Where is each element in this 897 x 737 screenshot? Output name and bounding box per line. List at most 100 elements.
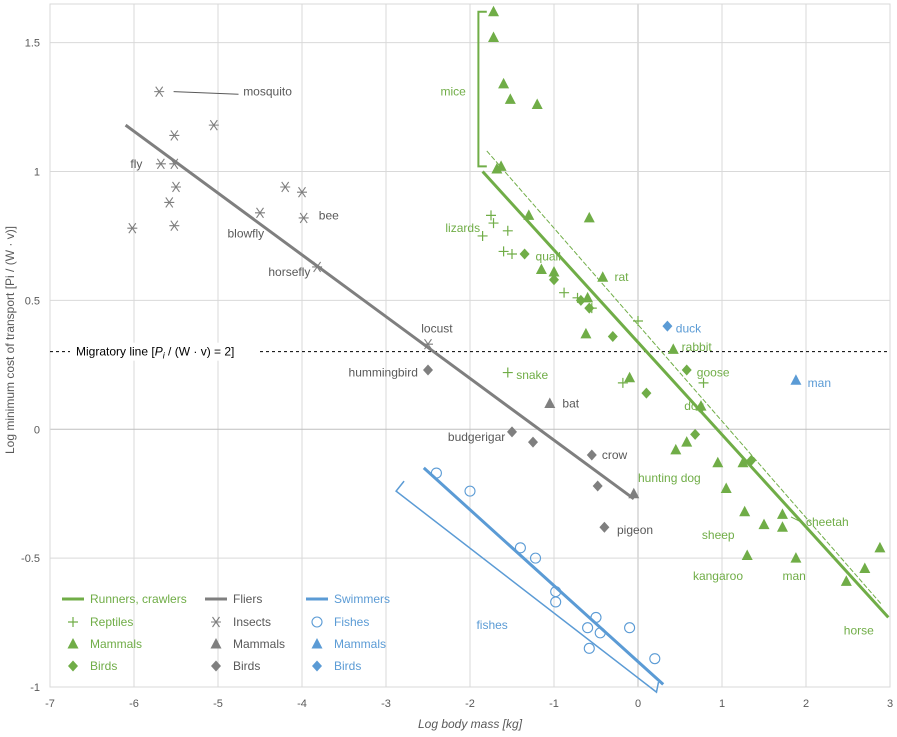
point-mammals-triangle	[597, 271, 609, 282]
annotation-bee: bee	[319, 208, 339, 222]
annotation-snake: snake	[516, 368, 548, 382]
legend-marker-diamond	[211, 660, 221, 672]
annotation-fishes: fishes	[476, 618, 507, 632]
y-tick-label: 1.5	[25, 38, 40, 50]
x-tick-label: -1	[549, 698, 559, 710]
legend-line-label: Swimmers	[334, 592, 390, 606]
fit-lines	[124, 10, 890, 694]
point-mammals-triangle	[790, 374, 802, 385]
point-mammals-triangle	[737, 456, 749, 468]
point-insects-asterisk	[255, 207, 265, 219]
point-birds-diamond	[423, 364, 433, 376]
annotation-mice: mice	[440, 85, 466, 99]
point-birds-diamond	[690, 428, 701, 440]
legend-marker-asterisk	[211, 616, 221, 628]
point-mammals-triangle	[695, 400, 707, 411]
point-mammals-triangle	[681, 436, 693, 447]
annotation-rat: rat	[614, 270, 629, 284]
point-insects-asterisk	[127, 222, 138, 234]
point-fishes-circle	[464, 485, 476, 497]
point-mammals-triangle	[628, 487, 640, 499]
point-mammals-triangle	[741, 549, 753, 561]
fit-line-dashed	[486, 150, 882, 605]
annotation-cheetah: cheetah	[806, 515, 849, 529]
point-insects-asterisk	[298, 212, 309, 224]
annotation-goose: goose	[697, 366, 730, 380]
point-reptiles-plus	[559, 287, 570, 298]
point-mammals-triangle	[498, 77, 510, 89]
annotation-fly: fly	[130, 157, 142, 171]
point-fishes-circle	[514, 542, 526, 554]
legend-marker-diamond	[312, 660, 322, 672]
x-tick-label: -5	[213, 698, 223, 710]
annotation-crow: crow	[602, 448, 628, 462]
point-birds-diamond	[528, 436, 538, 448]
y-tick-label: 1	[34, 167, 40, 179]
swimmers-bracket	[395, 480, 660, 694]
point-reptiles-plus	[488, 218, 499, 229]
point-mammals-triangle	[531, 98, 543, 110]
fit-line-runners-crawlers	[481, 170, 890, 619]
point-insects-asterisk	[297, 186, 307, 198]
point-mammals-triangle	[583, 211, 595, 223]
legend-item-label: Birds	[90, 659, 117, 673]
annotation-locust: locust	[421, 322, 453, 336]
point-mammals-triangle	[535, 263, 547, 274]
x-tick-label: 3	[887, 698, 893, 710]
point-birds-diamond	[575, 294, 586, 306]
point-insects-asterisk	[280, 181, 291, 193]
point-reptiles-plus	[502, 225, 513, 236]
point-mammals-triangle	[790, 552, 802, 563]
legend-marker-plus	[68, 617, 78, 627]
point-insects-asterisk	[171, 181, 181, 193]
point-insects-asterisk	[312, 261, 323, 273]
point-birds-diamond	[681, 364, 692, 376]
point-birds-diamond	[592, 480, 603, 492]
point-insects-asterisk	[169, 130, 180, 141]
point-insects-asterisk	[154, 86, 165, 97]
point-mammals-triangle	[859, 562, 871, 573]
point-mammals-triangle	[739, 505, 751, 517]
point-insects-asterisk	[423, 338, 433, 350]
annotation-mosquito: mosquito	[243, 85, 292, 99]
annotation-sheep: sheep	[702, 528, 735, 542]
y-tick-label: -0.5	[21, 553, 40, 565]
point-insects-asterisk	[155, 158, 166, 170]
annotation-hummingbird: hummingbird	[349, 366, 418, 380]
point-mammals-triangle	[544, 397, 556, 408]
x-tick-label: -6	[129, 698, 139, 710]
legend-item-label: Mammals	[233, 637, 285, 651]
fit-line-swimmers	[422, 466, 665, 686]
x-axis-label: Log body mass [kg]	[418, 717, 523, 731]
legend-item-label: Birds	[334, 659, 361, 673]
point-fishes-circle	[550, 596, 562, 608]
plot-border	[49, 3, 891, 688]
annotation-blowfly: blowfly	[228, 226, 265, 240]
annotation-horsefly: horsefly	[268, 265, 310, 279]
migratory-label: Migratory line [Pi / (W · v) = 2]	[76, 345, 234, 361]
y-axis-label: Log minimum cost of transport [Pi / (W ·…	[3, 226, 17, 454]
y-tick-label: 0.5	[25, 295, 40, 307]
point-birds-diamond	[641, 387, 652, 399]
point-reptiles-plus	[502, 367, 513, 378]
point-mammals-triangle	[758, 518, 770, 530]
annotation-quail: quail	[536, 250, 561, 264]
annotation-pigeon: pigeon	[617, 523, 653, 537]
point-fishes-circle	[590, 611, 602, 623]
x-tick-label: 2	[803, 698, 809, 710]
annotation-horse: horse	[844, 623, 874, 637]
point-birds-diamond	[586, 449, 597, 461]
point-mammals-triangle	[776, 508, 788, 519]
annotation-rabbit: rabbit	[682, 340, 713, 354]
migratory-line: Migratory line [Pi / (W · v) = 2]	[50, 342, 890, 361]
point-mammals-triangle	[548, 266, 560, 277]
point-mammals-triangle	[495, 160, 507, 171]
x-tick-label: -4	[297, 698, 307, 710]
point-mammals-triangle	[523, 209, 535, 220]
y-tick-label: 0	[34, 424, 40, 436]
x-tick-label: -2	[465, 698, 475, 710]
point-insects-asterisk	[169, 220, 180, 231]
y-tick-label: -1	[30, 682, 40, 694]
point-mammals-triangle	[712, 456, 724, 468]
point-mammals-triangle	[874, 541, 886, 553]
